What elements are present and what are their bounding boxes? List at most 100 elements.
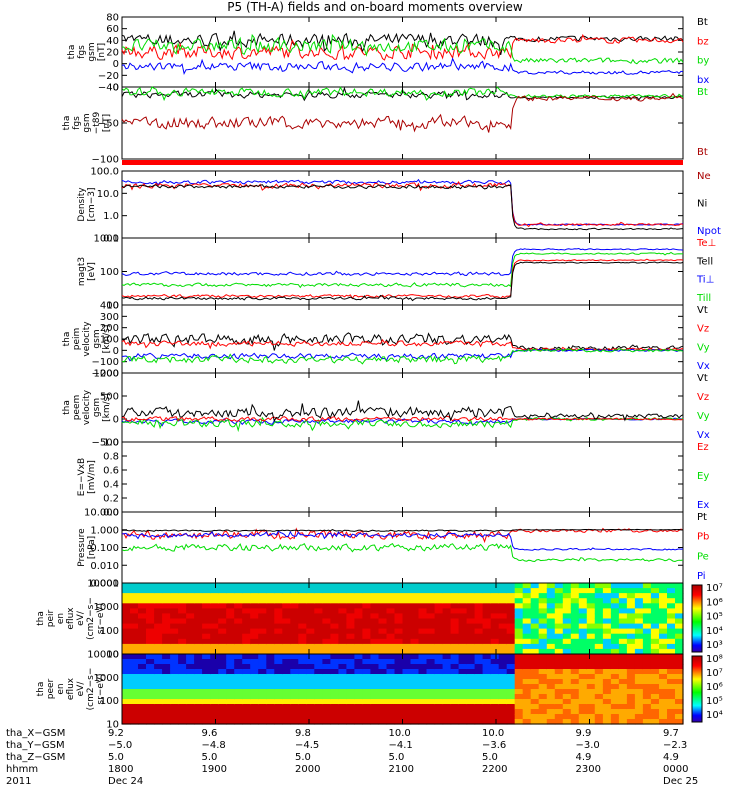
y-tick-label: 10 <box>106 301 119 312</box>
y-tick-label: 300 <box>100 312 119 323</box>
y-axis-label: eV/ <box>76 610 86 626</box>
y-tick-label: 0.1 <box>103 234 119 245</box>
series-line-peim-green <box>121 348 684 365</box>
y-tick-label: 10000 <box>87 650 119 661</box>
y-tick-label: 10000 <box>87 579 119 590</box>
x-axis-value: 5.0 <box>201 752 218 763</box>
x-axis-value: −3.6 <box>482 740 507 751</box>
series-line-density-black <box>121 184 684 231</box>
colorbar-label: 10⁶ <box>706 597 723 608</box>
x-axis-value: −3.0 <box>575 740 600 751</box>
legend-entry: Vt <box>697 373 708 384</box>
spectrogram-peer <box>122 654 684 725</box>
x-axis-value: −2.3 <box>663 740 688 751</box>
y-tick-label: 10 <box>106 720 119 729</box>
series-line-peem-red <box>121 415 684 422</box>
colorbar-label: 10⁵ <box>706 696 723 707</box>
y-axis-label: peim <box>72 328 82 351</box>
x-axis-value: −4.1 <box>388 740 413 751</box>
legend-entry: Vz <box>697 324 709 335</box>
y-axis-label: Density <box>77 187 87 222</box>
x-axis-row-label: tha_Y−GSM <box>6 740 65 751</box>
series-line-fgs-green <box>121 33 684 65</box>
y-axis-label: eflux <box>66 677 76 700</box>
x-axis-value: −5.0 <box>108 740 133 751</box>
y-axis-label: [nT] <box>97 43 107 61</box>
series-line-pressure-black <box>121 528 684 533</box>
series-line-t89-darkred <box>121 92 684 133</box>
y-tick-label: 0 <box>113 415 119 426</box>
y-axis-label: peem <box>72 395 82 421</box>
x-axis-value: Dec 24 <box>108 776 144 787</box>
y-tick-label: 0.100 <box>90 543 119 554</box>
x-axis-value: 2000 <box>295 764 321 775</box>
y-axis-label: [cm−3] <box>87 187 97 221</box>
y-tick-label: 1000 <box>94 602 119 613</box>
legend-entry: Till <box>696 293 711 304</box>
y-tick-label: −40 <box>98 83 119 94</box>
legend-entry: Te⊥ <box>696 238 716 249</box>
x-axis-value: 5.0 <box>482 752 498 763</box>
y-tick-label: −500 <box>92 438 119 449</box>
y-tick-label: 500 <box>100 392 119 403</box>
y-axis-label: velocity <box>82 321 92 357</box>
y-tick-label: 10 <box>106 650 119 661</box>
legend-entry: Vy <box>697 411 710 422</box>
status-bar <box>122 160 683 165</box>
x-axis-value: −4.8 <box>201 740 226 751</box>
panel-frame-efield <box>121 441 684 513</box>
colorbar-label: 10⁷ <box>706 583 723 594</box>
y-tick-label: −100 <box>92 155 119 166</box>
legend-entry: Vt <box>697 305 708 316</box>
y-axis-label: gsm <box>92 329 102 348</box>
x-axis-value: 1800 <box>108 764 134 775</box>
legend-entry: Ex <box>697 500 709 511</box>
series-line-peem-green <box>121 416 684 433</box>
y-axis-label: [eV] <box>87 262 97 281</box>
x-axis-value: 2300 <box>575 764 601 775</box>
y-tick-label: 80 <box>106 13 119 24</box>
legend-entry: Pt <box>697 512 707 523</box>
y-axis-label: [mV/m] <box>87 460 97 494</box>
x-axis-annotation: tha_X−GSM 9.2 9.6 9.8 10.0 10.0 9.9 9.7 tha_Y−GS… <box>0 728 750 800</box>
legend-entry: Ti⊥ <box>696 275 714 286</box>
y-axis-label: fgs <box>77 45 87 59</box>
y-tick-label: 0.001 <box>90 579 119 590</box>
y-tick-label: 1.000 <box>90 525 119 536</box>
y-tick-label: 0 <box>113 346 119 357</box>
y-axis-label: [km/s] <box>102 393 112 422</box>
y-axis-label: fgs <box>72 116 82 130</box>
legend-entry: Npot <box>697 226 721 237</box>
y-axis-label: tha <box>36 682 46 697</box>
colorbar-peir <box>691 584 703 653</box>
colorbar-label: 10³ <box>706 640 723 651</box>
y-axis-label: tha <box>62 332 72 347</box>
y-tick-label: 400 <box>100 301 119 312</box>
colorbar-label: 10⁴ <box>706 710 723 721</box>
series-line-peim-black <box>121 332 684 352</box>
colorbar-label: 10⁶ <box>706 682 723 693</box>
y-axis-label: E=−VxB <box>77 458 87 496</box>
x-axis-value: 9.9 <box>575 728 592 739</box>
legend-entry: Pe <box>697 551 709 562</box>
legend-entry: Tell <box>696 256 713 267</box>
y-axis-label: sr−eV) <box>96 603 106 634</box>
y-tick-label: 10.0 <box>97 189 119 200</box>
series-line-density-blue <box>121 178 684 227</box>
series-line-fgs-red <box>121 33 684 61</box>
legend-entry: Vx <box>697 361 710 372</box>
y-tick-label: 0.010 <box>90 561 119 572</box>
y-axis-label: eflux <box>66 607 76 630</box>
y-axis-label: −t89 <box>92 111 102 134</box>
legend-entry: Ne <box>697 171 711 182</box>
x-axis-value: 10.0 <box>482 728 505 739</box>
y-tick-label: 100 <box>100 626 119 637</box>
series-line-fgs-blue <box>121 57 684 75</box>
x-axis-value: 10.0 <box>388 728 411 739</box>
legend-entry: Vy <box>697 342 710 353</box>
y-axis-label: velocity <box>82 389 92 425</box>
series-line-peem-black <box>121 400 684 423</box>
y-tick-label: 10.000 <box>84 508 119 519</box>
x-axis-value: 9.8 <box>295 728 311 739</box>
y-axis-label: magt3 <box>77 257 87 286</box>
